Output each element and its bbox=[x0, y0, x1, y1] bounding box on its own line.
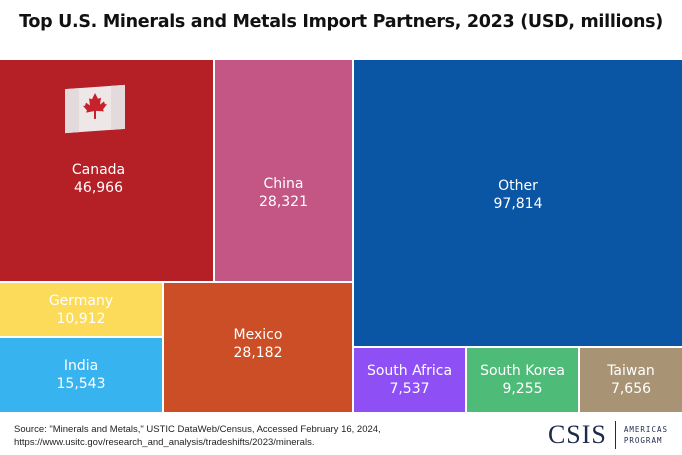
cell-label: Germany bbox=[48, 292, 114, 309]
source-note: Source: "Minerals and Metals," USTIC Dat… bbox=[14, 423, 381, 449]
program-line-1: AMERICAS bbox=[623, 425, 668, 434]
cell-value: 7,656 bbox=[610, 381, 652, 397]
cell-value: 15,543 bbox=[56, 376, 106, 392]
source-line-1: Source: "Minerals and Metals," USTIC Dat… bbox=[14, 424, 381, 435]
treemap-cell-taiwan: Taiwan 7,656 bbox=[580, 348, 682, 412]
cell-label: Mexico bbox=[233, 326, 283, 343]
treemap-cell-south-africa: South Africa 7,537 bbox=[354, 348, 465, 412]
logo-divider bbox=[614, 421, 616, 449]
treemap-cell-germany: Germany 10,912 bbox=[0, 283, 162, 336]
treemap-cell-china: China 28,321 bbox=[215, 60, 352, 281]
treemap-cell-mexico: Mexico 28,182 bbox=[164, 283, 352, 412]
program-name: AMERICAS PROGRAM bbox=[624, 424, 668, 446]
cell-label: Taiwan bbox=[607, 363, 655, 379]
cell-value: 28,182 bbox=[233, 344, 283, 361]
logo-text: CSIS bbox=[547, 420, 607, 449]
cell-value: 9,255 bbox=[502, 381, 543, 397]
csis-logo: CSIS AMERICAS PROGRAM bbox=[548, 420, 668, 450]
cell-value: 10,912 bbox=[56, 310, 106, 327]
cell-label: South Africa bbox=[366, 363, 453, 379]
treemap-cell-india: India 15,543 bbox=[0, 338, 162, 412]
treemap-cell-other: Other 97,814 bbox=[354, 60, 682, 346]
cell-label: Canada bbox=[71, 161, 126, 178]
source-line-2: https://www.usitc.gov/research_and_analy… bbox=[14, 437, 315, 448]
cell-label: South Korea bbox=[480, 363, 565, 379]
cell-label: China bbox=[263, 175, 304, 192]
chart-title: Top U.S. Minerals and Metals Import Part… bbox=[19, 12, 663, 32]
cell-value: 28,321 bbox=[259, 193, 308, 210]
treemap-cell-canada: Canada 46,966 bbox=[0, 60, 213, 281]
treemap-cell-south-korea: South Korea 9,255 bbox=[467, 348, 578, 412]
canada-flag-icon bbox=[65, 84, 125, 134]
cell-label: Other bbox=[498, 178, 538, 194]
cell-value: 46,966 bbox=[74, 179, 123, 196]
program-line-2: PROGRAM bbox=[623, 436, 663, 445]
cell-value: 7,537 bbox=[389, 381, 430, 397]
cell-label: India bbox=[63, 358, 99, 374]
cell-value: 97,814 bbox=[493, 196, 543, 212]
